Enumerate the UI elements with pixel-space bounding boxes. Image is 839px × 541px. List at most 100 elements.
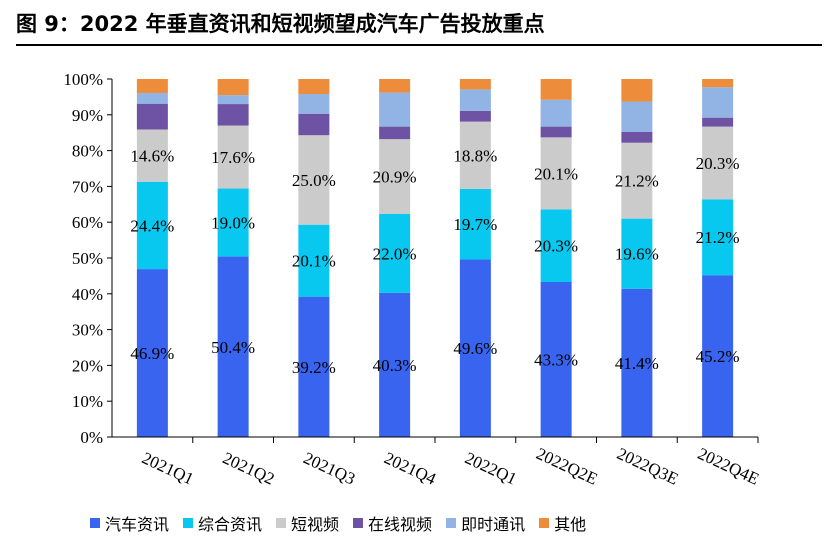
- data-label: 20.3%: [696, 154, 740, 173]
- x-category-label: 2021Q3: [301, 448, 359, 488]
- legend-label: 综合资讯: [198, 515, 263, 534]
- x-category-label: 2022Q4E: [695, 444, 762, 489]
- data-label: 20.9%: [373, 168, 417, 187]
- bar-segment: [540, 281, 572, 437]
- bar-segment: [136, 129, 168, 182]
- data-labels: 46.9% 24.4% 14.6% 50.4% 19.0% 17.6% 39.2% 20.1%…: [130, 146, 739, 377]
- bar-segment: [540, 137, 572, 210]
- bar-segment: [136, 79, 168, 93]
- x-category-label: 2022Q1: [462, 448, 520, 488]
- legend-swatch: [90, 518, 100, 528]
- legend-item: 短视频: [276, 511, 339, 535]
- x-axis: 2021Q1 2021Q2 2021Q3 2021Q4 2022Q1 2022Q2E 202…: [112, 436, 762, 489]
- bar-segment: [298, 135, 330, 225]
- y-tick-label: 70%: [72, 177, 103, 196]
- bar-segment: [379, 139, 411, 214]
- bar-segment: [621, 288, 653, 437]
- y-tick-label: 100%: [63, 70, 103, 89]
- bar-segment: [136, 269, 168, 437]
- title-rule: [16, 44, 822, 46]
- bar-segment: [298, 296, 330, 437]
- bar-segment: [459, 89, 491, 111]
- data-label: 25.0%: [292, 171, 336, 190]
- bar-segment: [621, 101, 653, 132]
- bar-segment: [379, 292, 411, 437]
- bar-segment: [702, 199, 734, 276]
- figure-title: 图 9：2022 年垂直资讯和短视频望成汽车广告投放重点: [16, 12, 545, 36]
- bar-segment: [379, 213, 411, 293]
- data-label: 43.3%: [534, 350, 578, 369]
- bar-segment: [136, 103, 168, 130]
- legend-swatch: [446, 518, 457, 528]
- bar-segment: [621, 131, 653, 143]
- x-category-label: 2021Q2: [220, 448, 278, 488]
- bar-segment: [298, 79, 330, 95]
- legend-swatch: [539, 518, 550, 528]
- bar-segment: [702, 275, 734, 437]
- y-tick-label: 30%: [72, 321, 103, 340]
- y-tick-label: 40%: [72, 285, 103, 304]
- bar-segment: [459, 79, 491, 90]
- bar-segment: [459, 110, 491, 122]
- bar-segment: [540, 79, 572, 100]
- legend-label: 短视频: [291, 515, 340, 534]
- bar-segment: [298, 113, 330, 136]
- data-label: 24.4%: [130, 216, 174, 235]
- y-tick-label: 60%: [72, 213, 103, 232]
- y-tick-label: 0%: [80, 428, 103, 447]
- bar-segment: [459, 259, 491, 437]
- bar-segment: [136, 181, 168, 270]
- bar-segment: [702, 117, 734, 127]
- y-axis: 0% 10% 20% 30% 40% 50% 60% 70% 80% 90% 100%: [63, 70, 113, 447]
- bars: [136, 79, 734, 437]
- bar-segment: [379, 92, 411, 127]
- bar-segment: [217, 79, 249, 96]
- data-label: 19.7%: [453, 215, 497, 234]
- bar-segment: [298, 94, 330, 114]
- data-label: 19.0%: [211, 214, 255, 233]
- legend: 汽车资讯 综合资讯 短视频 在线视频 即时通讯 其他: [90, 511, 790, 535]
- bar-segment: [217, 95, 249, 105]
- bar-segment: [540, 126, 572, 138]
- x-category-label: 2021Q4: [381, 448, 439, 489]
- bar-segment: [379, 79, 411, 93]
- data-label: 49.6%: [453, 339, 497, 358]
- data-label: 50.4%: [211, 338, 255, 357]
- bar-segment: [702, 126, 734, 200]
- data-label: 22.0%: [373, 244, 417, 263]
- data-label: 20.3%: [534, 237, 578, 256]
- bar-segment: [136, 92, 168, 104]
- data-label: 14.6%: [130, 147, 174, 166]
- bar-segment: [540, 99, 572, 127]
- data-label: 21.2%: [615, 172, 659, 191]
- data-label: 40.3%: [373, 356, 417, 375]
- bar-segment: [217, 188, 249, 257]
- bar-segment: [379, 126, 411, 140]
- bar-segment: [217, 104, 249, 126]
- legend-label: 即时通讯: [461, 515, 526, 534]
- data-label: 41.4%: [615, 354, 659, 373]
- legend-swatch: [353, 518, 364, 528]
- data-label: 21.2%: [696, 228, 740, 247]
- data-label: 19.6%: [615, 245, 659, 264]
- x-category-label: 2022Q2E: [533, 444, 600, 489]
- legend-item: 在线视频: [353, 511, 432, 535]
- legend-item: 即时通讯: [446, 511, 525, 535]
- bar-segment: [621, 142, 653, 219]
- data-label: 18.8%: [453, 146, 497, 165]
- data-label: 45.2%: [696, 347, 740, 366]
- x-category-label: 2021Q1: [139, 448, 197, 488]
- legend-item: 综合资讯: [183, 511, 262, 535]
- bar-segment: [702, 87, 734, 118]
- bar-segment: [217, 125, 249, 189]
- data-label: 39.2%: [292, 358, 336, 377]
- bar-segment: [540, 209, 572, 282]
- bar-segment: [298, 224, 330, 297]
- legend-swatch: [276, 518, 287, 528]
- y-tick-label: 10%: [72, 392, 103, 411]
- bar-segment: [702, 79, 734, 88]
- bar-segment: [217, 256, 249, 437]
- data-label: 17.6%: [211, 148, 255, 167]
- legend-label: 汽车资讯: [105, 515, 170, 534]
